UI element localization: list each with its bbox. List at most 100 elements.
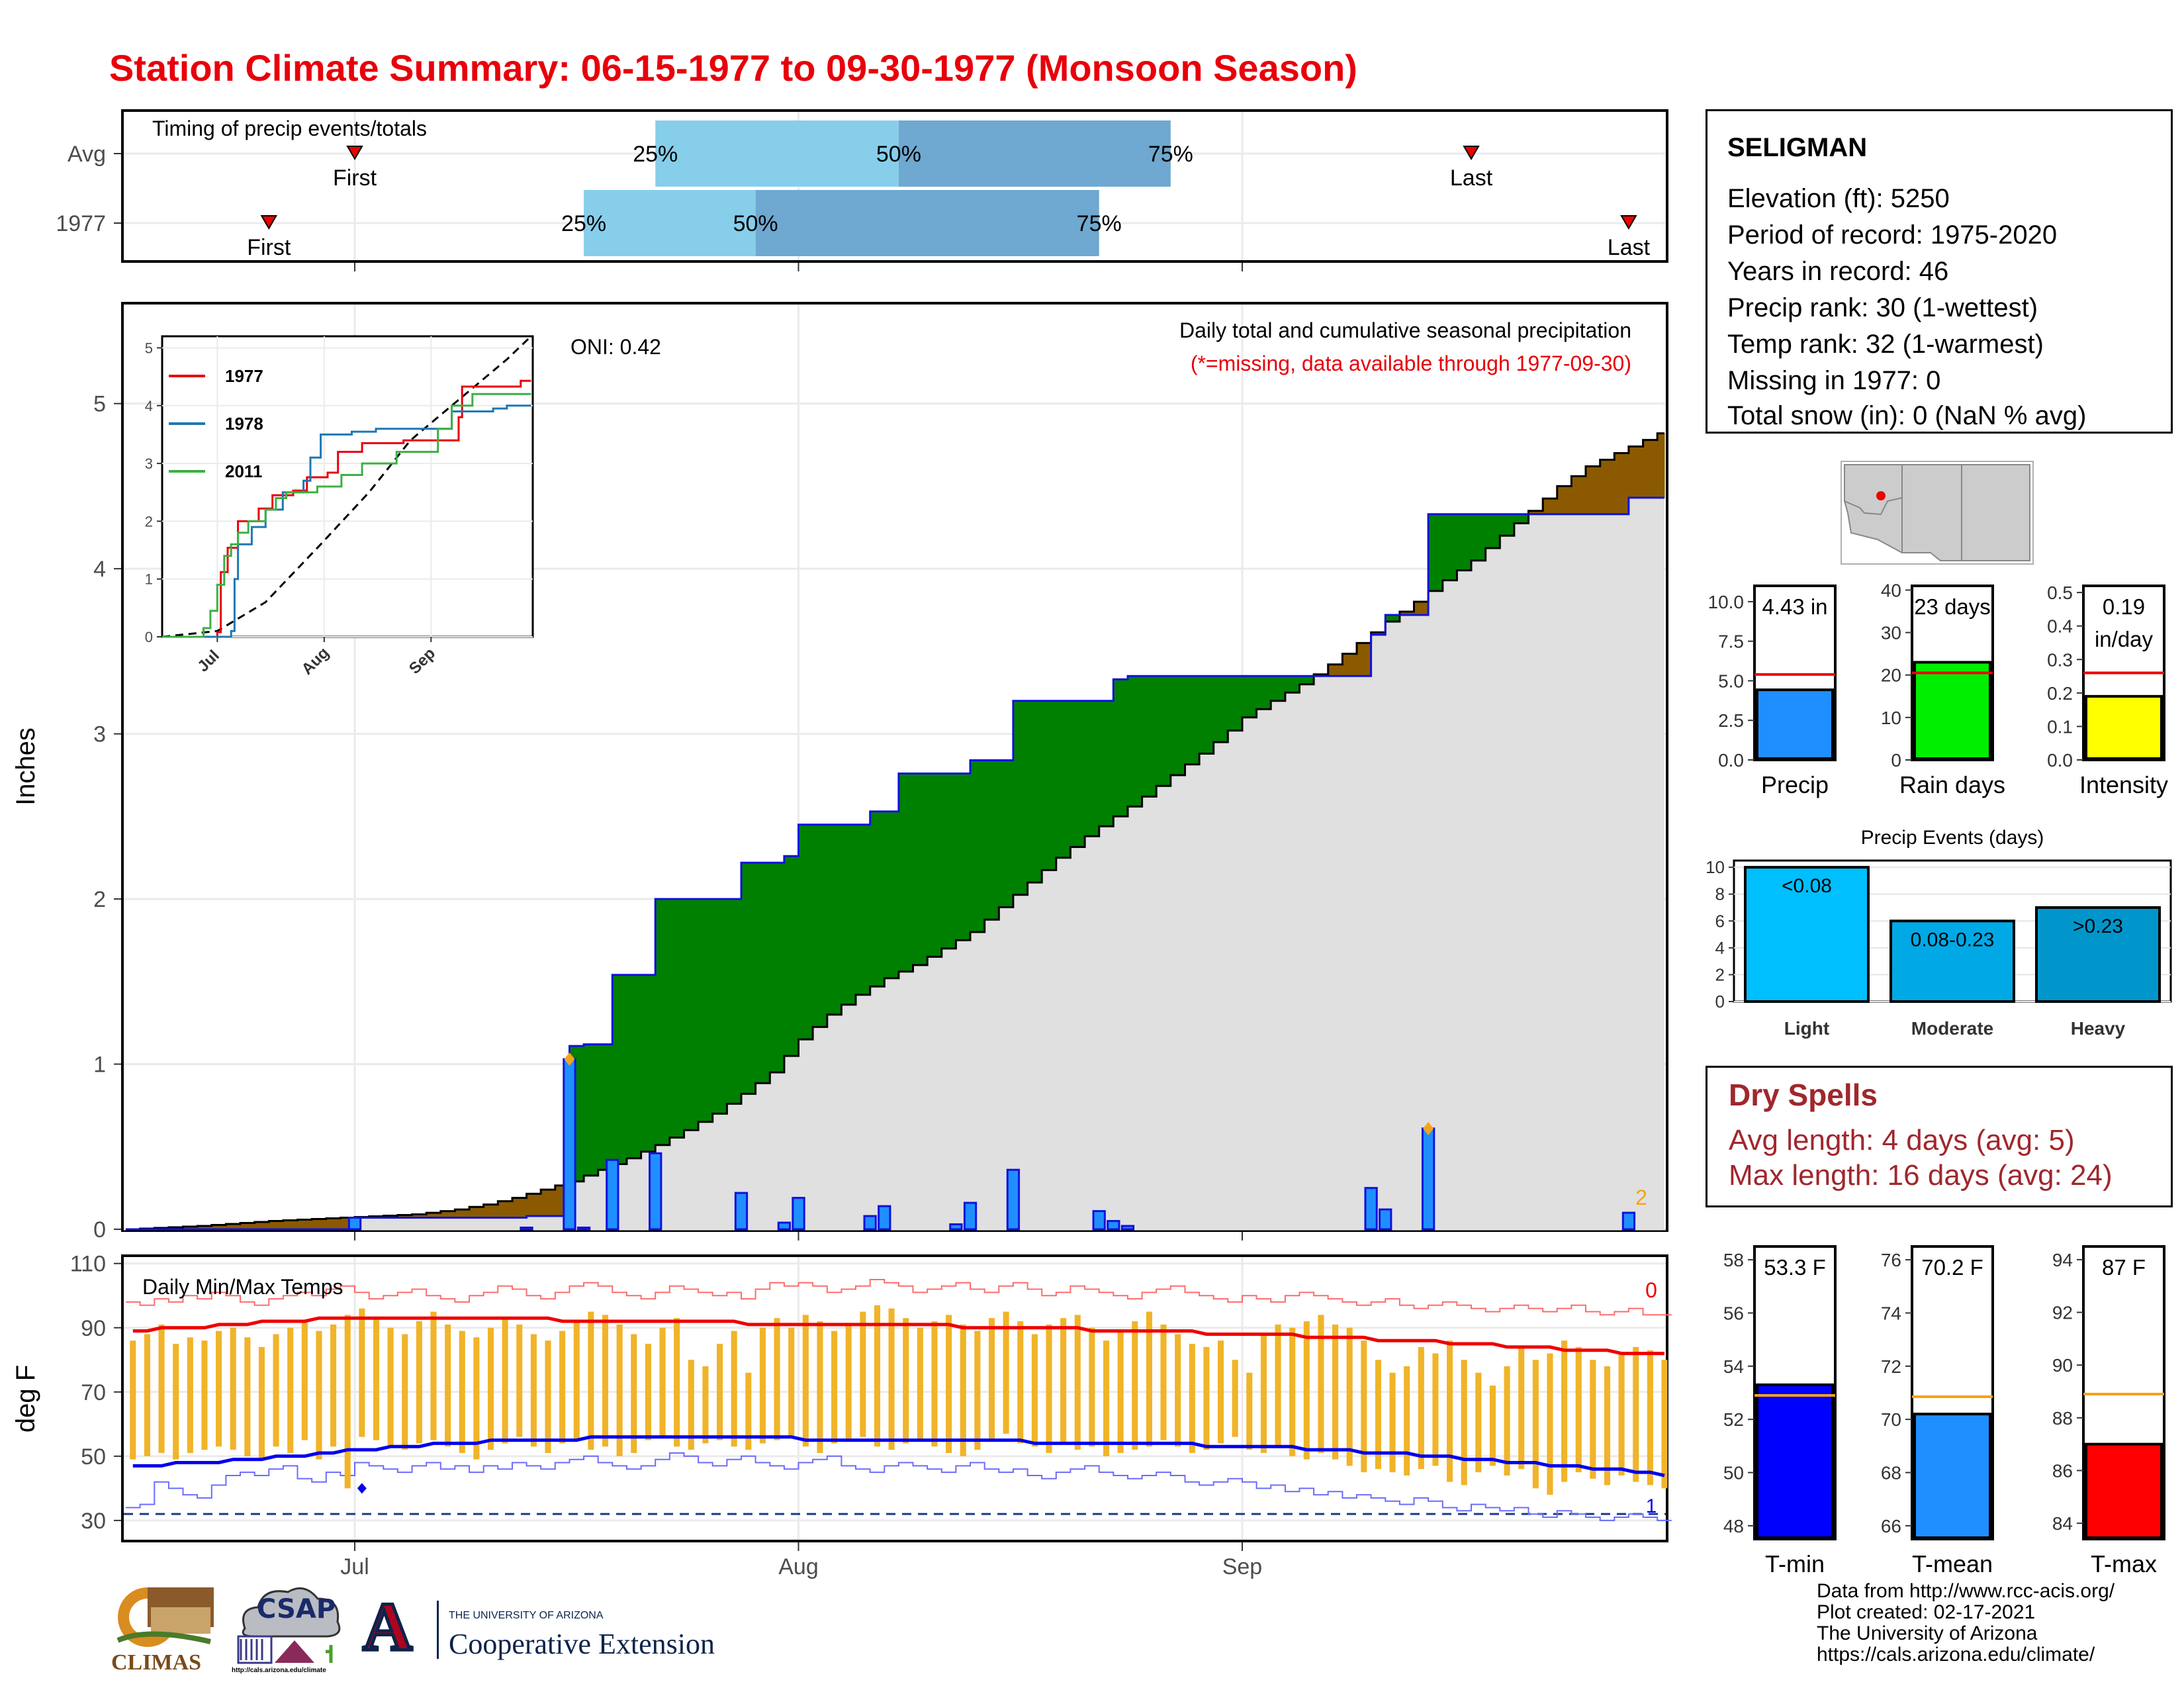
summary-temps-y-tick-label: 84 [2052, 1513, 2073, 1534]
csap-logo: CSAP http://cals.arizona.edu/climate [232, 1582, 351, 1678]
temps-y-axis-title: deg F [11, 1365, 40, 1432]
precip-deficit-segment [1643, 440, 1658, 498]
events-bar-label: <0.08 [1782, 875, 1832, 897]
timing-label-q25: 25% [561, 211, 606, 236]
footer-plot-created: Plot created: 02-17-2021 [1817, 1601, 2036, 1623]
precip-surplus-segment [1242, 676, 1257, 718]
temps-y-tick-label: 70 [81, 1380, 106, 1405]
page-title: Station Climate Summary: 06-15-1977 to 0… [109, 47, 1357, 89]
dry-spells-box: Dry Spells Avg length: 4 days (avg: 5) M… [1706, 1066, 2173, 1207]
timing-bar-q25-q50 [584, 190, 756, 256]
inset-legend-label-1977: 1977 [225, 366, 263, 386]
temps-daily-range-bar [530, 1334, 537, 1447]
timing-label-first: First [333, 165, 377, 191]
temps-daily-range-bar [888, 1308, 895, 1450]
precip-deficit-segment [455, 1209, 470, 1218]
summary-temps-value-text: 53.3 F [1764, 1255, 1826, 1280]
temps-daily-range-bar [359, 1308, 365, 1437]
temps-daily-range-bar [903, 1318, 909, 1444]
precip-surplus-segment [1514, 514, 1529, 524]
precip-surplus-segment [1500, 514, 1515, 536]
timing-bar-q25-q50 [655, 120, 899, 187]
temps-daily-range-bar [487, 1327, 494, 1450]
precip-deficit-segment [297, 1219, 312, 1229]
summary-temps-y-tick-label: 76 [1881, 1250, 1901, 1270]
precip-deficit-segment [1371, 632, 1386, 635]
temps-daily-range-bar [1117, 1331, 1124, 1453]
precip-daily-bar [777, 1221, 792, 1231]
events-title: Precip Events (days) [1861, 827, 2044, 849]
temps-daily-range-bar [1590, 1360, 1596, 1479]
summary-precip-value-bar [1913, 661, 1991, 761]
events-y-tick-label: 10 [1706, 857, 1725, 877]
timing-label-last: Last [1450, 165, 1493, 191]
events-bar-label: 0.08-0.23 [1911, 929, 1995, 951]
precip-surplus-segment [1042, 700, 1057, 870]
temps-daily-range-bar [717, 1344, 723, 1440]
temps-daily-range-bar [931, 1321, 938, 1447]
events-category-label: Light [1784, 1018, 1829, 1039]
precip-surplus-segment [1442, 514, 1457, 581]
inset-y-tick-label: 3 [145, 455, 153, 472]
summary-precip-y-tick-label: 0.0 [2047, 750, 2073, 771]
precip-deficit-segment [440, 1211, 455, 1218]
summary-temps-label: T-min [1765, 1550, 1825, 1577]
precip-daily-bar [734, 1192, 749, 1231]
temps-daily-range-bar [1318, 1315, 1324, 1453]
ua-divider [437, 1601, 439, 1659]
precip-daily-bar [606, 1158, 619, 1231]
precip-surplus-segment [1027, 700, 1042, 883]
footer-university: The University of Arizona [1817, 1622, 2038, 1644]
precip-deficit-segment [1528, 510, 1543, 514]
precip-surplus-segment [698, 899, 713, 1122]
temps-daily-range-bar [688, 1360, 694, 1450]
precip-surplus-segment [970, 760, 985, 932]
summary-temps-value-bar [2085, 1442, 2163, 1540]
precip-deficit-segment [1657, 433, 1665, 498]
temps-daily-range-bar [187, 1337, 193, 1453]
precip-surplus-segment [813, 824, 828, 1027]
temps-daily-range-bar [273, 1334, 279, 1447]
precip-deficit-segment [211, 1225, 226, 1229]
precip-daily-bar [1621, 1211, 1636, 1231]
temps-daily-range-bar [1232, 1360, 1238, 1437]
temps-title: Daily Min/Max Temps [142, 1275, 343, 1299]
precip-daily-bar [1379, 1208, 1392, 1231]
temps-daily-range-bar [473, 1337, 480, 1460]
temps-daily-range-bar [831, 1331, 838, 1444]
temps-daily-range-bar [1089, 1327, 1095, 1447]
temps-daily-range-bar [774, 1318, 780, 1440]
events-bar-label: >0.23 [2073, 915, 2123, 937]
precip-surplus-segment [1271, 676, 1286, 701]
temps-daily-range-bar [674, 1318, 680, 1447]
summary-temps-y-tick-label: 90 [2052, 1355, 2073, 1376]
precip-surplus-segment [1256, 676, 1271, 710]
precip-deficit-segment [269, 1221, 284, 1229]
station-name: SELIGMAN [1727, 133, 1868, 162]
summary-temps-value-text: 87 F [2102, 1255, 2146, 1280]
location-map [1841, 461, 2034, 565]
temps-daily-range-bar [988, 1318, 995, 1440]
precip-surplus-segment [1113, 679, 1128, 817]
precip-surplus-segment [684, 899, 699, 1131]
dry-spells-max: Max length: 16 days (avg: 24) [1729, 1159, 2113, 1192]
precip-surplus-segment [898, 773, 914, 972]
precip-daily-bar [878, 1205, 891, 1231]
precip-y-tick-label: 1 [93, 1053, 106, 1078]
precip-deficit-segment [512, 1197, 527, 1218]
precip-surplus-segment [798, 824, 813, 1040]
precip-daily-bar [1006, 1168, 1021, 1231]
timing-label-q25: 25% [633, 142, 678, 167]
temps-average-high-line [132, 1316, 1664, 1356]
temps-average-low-line [132, 1435, 1665, 1477]
precip-surplus-segment [655, 899, 670, 1145]
summary-precip-value-bar [1756, 688, 1834, 761]
precip-deficit-segment [1600, 459, 1615, 514]
timing-marker-first [346, 146, 363, 160]
summary-precip-y-tick-label: 0.5 [2047, 583, 2073, 603]
precip-surplus-segment [1127, 676, 1143, 807]
temps-daily-range-bar [1275, 1324, 1281, 1447]
temps-daily-range-bar [874, 1305, 881, 1447]
temps-daily-range-bar [1332, 1324, 1339, 1460]
summary-precip-y-tick-label: 0.4 [2047, 616, 2073, 637]
